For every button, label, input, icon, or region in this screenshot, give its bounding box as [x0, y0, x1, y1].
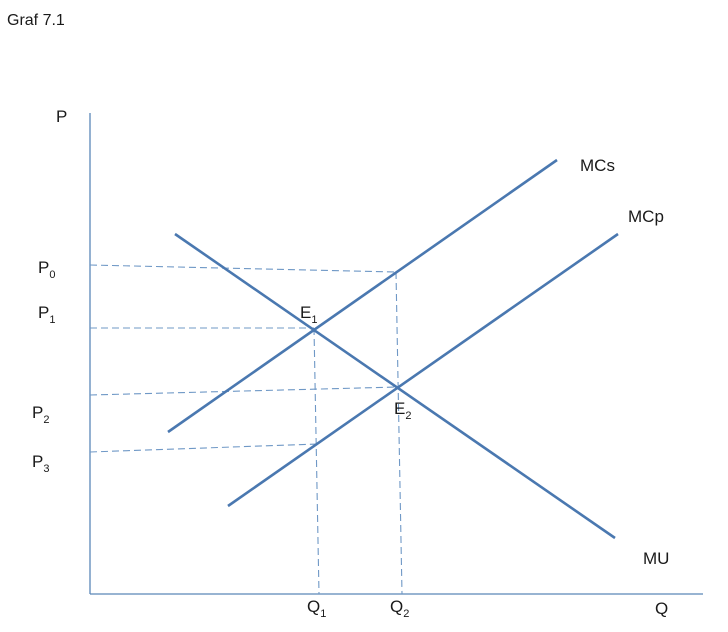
guide-p0	[89, 264, 397, 273]
price-label-p2: P2	[32, 403, 49, 426]
quantity-label-q2: Q2	[390, 597, 409, 620]
guide-q1	[313, 327, 320, 595]
guide-p2	[89, 386, 399, 396]
guide-p3	[89, 443, 319, 453]
price-label-p1: P1	[38, 303, 55, 326]
equilibrium-label-e1: E1	[300, 303, 317, 326]
x-axis-label: Q	[655, 599, 668, 618]
price-label-p3: P3	[32, 452, 49, 475]
y-axis-label: P	[56, 107, 67, 126]
mu-label: MU	[643, 549, 669, 568]
price-label-p0: P0	[38, 258, 55, 281]
mcp-label: MCp	[628, 207, 664, 226]
mcs-curve	[167, 158, 558, 434]
quantity-label-q1: Q1	[307, 597, 326, 620]
guide-q2	[395, 271, 403, 595]
mcs-label: MCs	[580, 156, 615, 175]
mu-curve	[174, 232, 616, 540]
mcp-curve	[227, 232, 619, 508]
figure-title: Graf 7.1	[7, 12, 65, 29]
equilibrium-label-e2: E2	[394, 399, 411, 422]
